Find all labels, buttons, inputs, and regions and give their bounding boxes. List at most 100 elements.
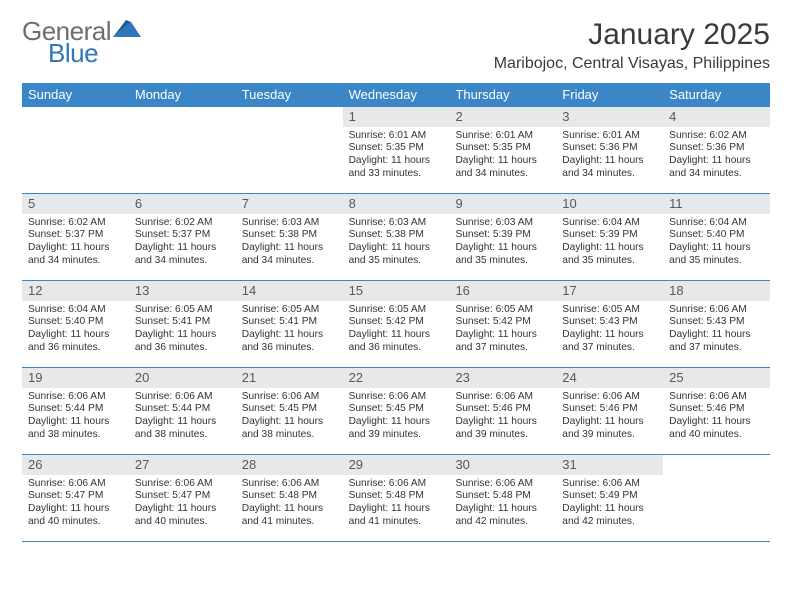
calendar-page: General Blue January 2025 Maribojoc, Cen…: [0, 0, 792, 554]
day-number: 8: [343, 194, 450, 214]
day-cell: 24Sunrise: 6:06 AMSunset: 5:46 PMDayligh…: [556, 368, 663, 454]
day-cell: 6Sunrise: 6:02 AMSunset: 5:37 PMDaylight…: [129, 194, 236, 280]
dow-cell: Tuesday: [236, 83, 343, 106]
day-number: 19: [22, 368, 129, 388]
day-body: Sunrise: 6:01 AMSunset: 5:36 PMDaylight:…: [556, 127, 663, 186]
day-cell: 22Sunrise: 6:06 AMSunset: 5:45 PMDayligh…: [343, 368, 450, 454]
week-row: 12Sunrise: 6:04 AMSunset: 5:40 PMDayligh…: [22, 280, 770, 367]
day-cell: .: [129, 107, 236, 193]
day-cell: 9Sunrise: 6:03 AMSunset: 5:39 PMDaylight…: [449, 194, 556, 280]
day-number: 23: [449, 368, 556, 388]
day-cell: 2Sunrise: 6:01 AMSunset: 5:35 PMDaylight…: [449, 107, 556, 193]
dow-cell: Thursday: [449, 83, 556, 106]
day-number: 1: [343, 107, 450, 127]
day-body: Sunrise: 6:05 AMSunset: 5:42 PMDaylight:…: [449, 301, 556, 360]
day-number: 20: [129, 368, 236, 388]
day-body: Sunrise: 6:03 AMSunset: 5:39 PMDaylight:…: [449, 214, 556, 273]
day-number: 27: [129, 455, 236, 475]
day-cell: 21Sunrise: 6:06 AMSunset: 5:45 PMDayligh…: [236, 368, 343, 454]
day-number: 11: [663, 194, 770, 214]
day-body: Sunrise: 6:06 AMSunset: 5:47 PMDaylight:…: [129, 475, 236, 534]
day-number: 22: [343, 368, 450, 388]
weeks-container: ...1Sunrise: 6:01 AMSunset: 5:35 PMDayli…: [22, 106, 770, 542]
day-body: Sunrise: 6:06 AMSunset: 5:48 PMDaylight:…: [449, 475, 556, 534]
dow-cell: Monday: [129, 83, 236, 106]
dow-cell: Saturday: [663, 83, 770, 106]
day-cell: 3Sunrise: 6:01 AMSunset: 5:36 PMDaylight…: [556, 107, 663, 193]
day-body: Sunrise: 6:06 AMSunset: 5:46 PMDaylight:…: [663, 388, 770, 447]
day-number: 25: [663, 368, 770, 388]
day-cell: 31Sunrise: 6:06 AMSunset: 5:49 PMDayligh…: [556, 455, 663, 541]
day-body: Sunrise: 6:03 AMSunset: 5:38 PMDaylight:…: [236, 214, 343, 273]
logo: General Blue: [22, 18, 143, 66]
day-body: Sunrise: 6:06 AMSunset: 5:44 PMDaylight:…: [129, 388, 236, 447]
day-cell: 27Sunrise: 6:06 AMSunset: 5:47 PMDayligh…: [129, 455, 236, 541]
day-number: 30: [449, 455, 556, 475]
day-cell: 20Sunrise: 6:06 AMSunset: 5:44 PMDayligh…: [129, 368, 236, 454]
day-body: Sunrise: 6:06 AMSunset: 5:45 PMDaylight:…: [343, 388, 450, 447]
day-body: Sunrise: 6:06 AMSunset: 5:43 PMDaylight:…: [663, 301, 770, 360]
day-number: 5: [22, 194, 129, 214]
week-row: 5Sunrise: 6:02 AMSunset: 5:37 PMDaylight…: [22, 193, 770, 280]
day-number: 7: [236, 194, 343, 214]
day-cell: .: [22, 107, 129, 193]
day-body: Sunrise: 6:04 AMSunset: 5:40 PMDaylight:…: [663, 214, 770, 273]
day-of-week-header: SundayMondayTuesdayWednesdayThursdayFrid…: [22, 83, 770, 106]
day-body: Sunrise: 6:02 AMSunset: 5:37 PMDaylight:…: [129, 214, 236, 273]
day-cell: 8Sunrise: 6:03 AMSunset: 5:38 PMDaylight…: [343, 194, 450, 280]
day-cell: 12Sunrise: 6:04 AMSunset: 5:40 PMDayligh…: [22, 281, 129, 367]
day-body: [129, 127, 236, 135]
day-number: 6: [129, 194, 236, 214]
day-cell: 5Sunrise: 6:02 AMSunset: 5:37 PMDaylight…: [22, 194, 129, 280]
dow-cell: Sunday: [22, 83, 129, 106]
day-body: Sunrise: 6:04 AMSunset: 5:39 PMDaylight:…: [556, 214, 663, 273]
day-number: 2: [449, 107, 556, 127]
day-number: 4: [663, 107, 770, 127]
header: General Blue January 2025 Maribojoc, Cen…: [22, 18, 770, 73]
day-number: 12: [22, 281, 129, 301]
day-body: Sunrise: 6:02 AMSunset: 5:37 PMDaylight:…: [22, 214, 129, 273]
day-cell: 28Sunrise: 6:06 AMSunset: 5:48 PMDayligh…: [236, 455, 343, 541]
day-cell: 26Sunrise: 6:06 AMSunset: 5:47 PMDayligh…: [22, 455, 129, 541]
day-number: 24: [556, 368, 663, 388]
day-body: Sunrise: 6:01 AMSunset: 5:35 PMDaylight:…: [343, 127, 450, 186]
day-cell: 15Sunrise: 6:05 AMSunset: 5:42 PMDayligh…: [343, 281, 450, 367]
calendar-grid: SundayMondayTuesdayWednesdayThursdayFrid…: [22, 83, 770, 542]
day-body: Sunrise: 6:06 AMSunset: 5:44 PMDaylight:…: [22, 388, 129, 447]
day-number: 14: [236, 281, 343, 301]
day-body: Sunrise: 6:04 AMSunset: 5:40 PMDaylight:…: [22, 301, 129, 360]
dow-cell: Friday: [556, 83, 663, 106]
month-title: January 2025: [494, 18, 770, 51]
day-body: Sunrise: 6:03 AMSunset: 5:38 PMDaylight:…: [343, 214, 450, 273]
day-number: 3: [556, 107, 663, 127]
logo-word-2: Blue: [48, 40, 143, 66]
day-cell: 11Sunrise: 6:04 AMSunset: 5:40 PMDayligh…: [663, 194, 770, 280]
day-cell: 10Sunrise: 6:04 AMSunset: 5:39 PMDayligh…: [556, 194, 663, 280]
day-body: [236, 127, 343, 135]
day-number: 28: [236, 455, 343, 475]
day-cell: .: [236, 107, 343, 193]
day-cell: .: [663, 455, 770, 541]
day-body: Sunrise: 6:06 AMSunset: 5:49 PMDaylight:…: [556, 475, 663, 534]
day-body: Sunrise: 6:05 AMSunset: 5:42 PMDaylight:…: [343, 301, 450, 360]
day-number: 15: [343, 281, 450, 301]
day-cell: 4Sunrise: 6:02 AMSunset: 5:36 PMDaylight…: [663, 107, 770, 193]
day-body: Sunrise: 6:01 AMSunset: 5:35 PMDaylight:…: [449, 127, 556, 186]
day-body: Sunrise: 6:06 AMSunset: 5:47 PMDaylight:…: [22, 475, 129, 534]
day-body: [663, 475, 770, 483]
day-cell: 23Sunrise: 6:06 AMSunset: 5:46 PMDayligh…: [449, 368, 556, 454]
day-cell: 25Sunrise: 6:06 AMSunset: 5:46 PMDayligh…: [663, 368, 770, 454]
day-cell: 30Sunrise: 6:06 AMSunset: 5:48 PMDayligh…: [449, 455, 556, 541]
day-number: 13: [129, 281, 236, 301]
location-text: Maribojoc, Central Visayas, Philippines: [494, 55, 770, 73]
day-number: 10: [556, 194, 663, 214]
day-cell: 1Sunrise: 6:01 AMSunset: 5:35 PMDaylight…: [343, 107, 450, 193]
day-body: [22, 127, 129, 135]
day-body: Sunrise: 6:05 AMSunset: 5:41 PMDaylight:…: [129, 301, 236, 360]
week-row: 19Sunrise: 6:06 AMSunset: 5:44 PMDayligh…: [22, 367, 770, 454]
day-number: 9: [449, 194, 556, 214]
day-body: Sunrise: 6:05 AMSunset: 5:41 PMDaylight:…: [236, 301, 343, 360]
day-body: Sunrise: 6:06 AMSunset: 5:45 PMDaylight:…: [236, 388, 343, 447]
day-cell: 16Sunrise: 6:05 AMSunset: 5:42 PMDayligh…: [449, 281, 556, 367]
day-number: 26: [22, 455, 129, 475]
